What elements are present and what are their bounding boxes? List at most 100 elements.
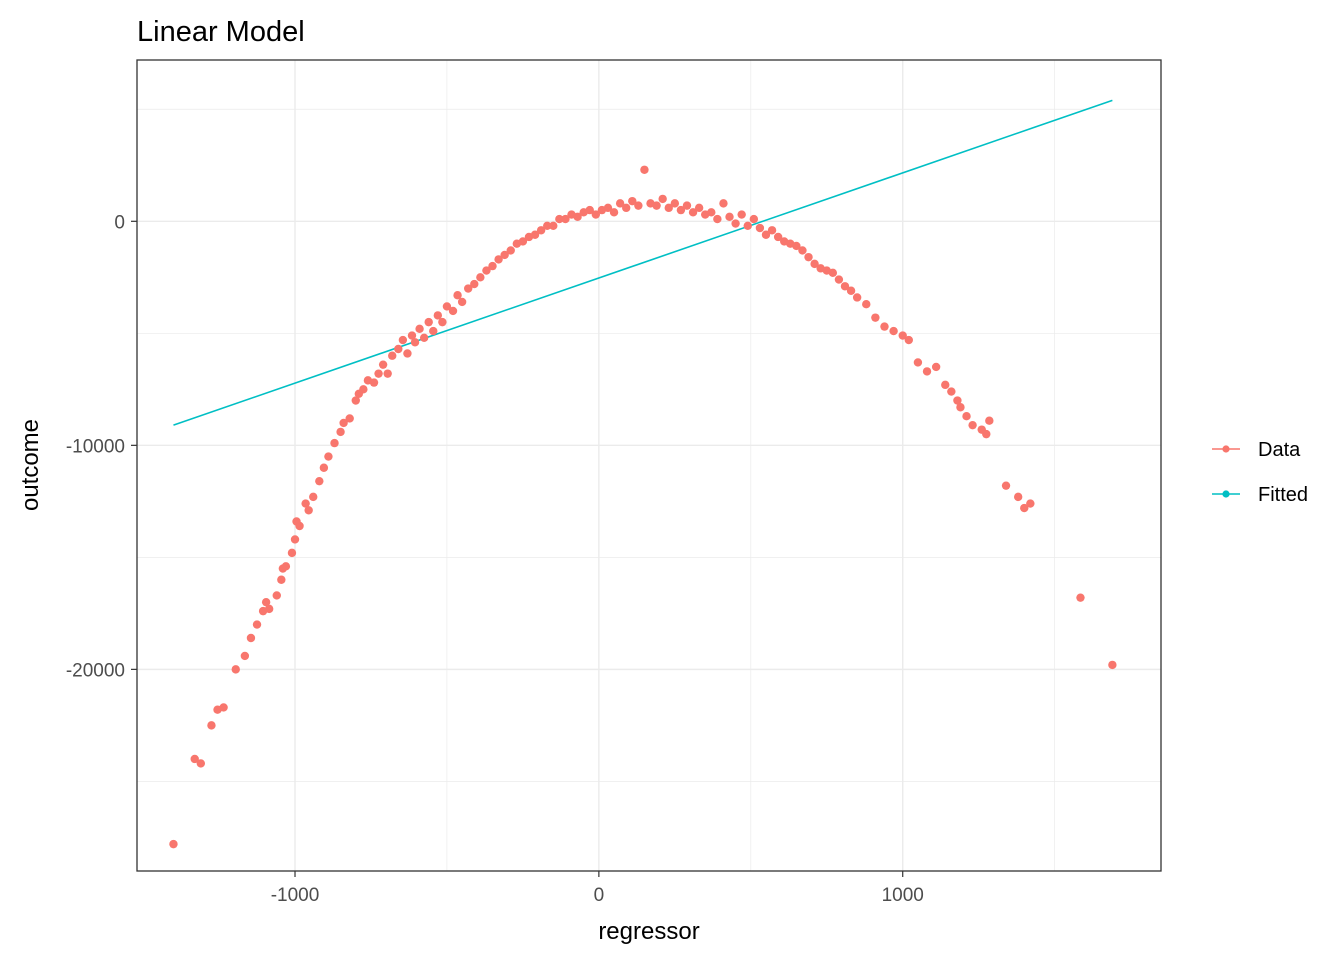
data-point (190, 754, 199, 764)
data-point (603, 203, 613, 213)
data-point (743, 221, 752, 230)
data-point (862, 299, 871, 309)
data-point (561, 214, 570, 224)
data-point (840, 282, 850, 291)
data-point (482, 266, 491, 275)
data-point (488, 261, 497, 271)
data-point (931, 362, 941, 372)
data-point (694, 203, 704, 213)
data-point (1001, 481, 1011, 490)
data-point (419, 333, 429, 343)
y-axis: -20000 -10000 0 (66, 212, 137, 681)
data-point (476, 273, 485, 282)
data-point (846, 286, 856, 295)
data-point (261, 597, 271, 607)
data-point (330, 438, 339, 448)
data-point (429, 326, 438, 336)
data-point (403, 349, 412, 358)
data-point (904, 335, 913, 345)
data-point (448, 306, 458, 316)
data-point (442, 302, 452, 311)
legend: Data Fitted (1212, 439, 1308, 506)
data-point (309, 492, 318, 502)
data-point (834, 275, 844, 284)
panel-border (136, 59, 1162, 872)
data-point (1026, 499, 1035, 508)
data-point (549, 221, 558, 230)
data-point (287, 548, 297, 558)
data-point (982, 429, 991, 439)
data-point (640, 165, 649, 174)
panel-background (137, 60, 1161, 871)
data-point (383, 369, 392, 378)
data-point (941, 380, 950, 390)
data-point (731, 219, 740, 228)
data-point (231, 665, 240, 674)
grid-minor (137, 60, 1161, 871)
data-point (947, 387, 956, 396)
data-point (518, 237, 528, 246)
data-point (719, 199, 728, 208)
data-point (240, 651, 250, 661)
data-point (315, 476, 324, 486)
data-point (410, 338, 420, 347)
data-point (755, 223, 765, 233)
data-point (1013, 492, 1023, 502)
data-point (304, 506, 313, 515)
data-point (339, 418, 348, 428)
data-point (378, 360, 388, 369)
data-point (252, 620, 262, 629)
data-point (773, 232, 783, 242)
data-point (628, 196, 637, 206)
data-point (398, 335, 408, 345)
data-point (749, 214, 759, 224)
data-point (272, 591, 281, 600)
data-point (295, 521, 304, 531)
y-tick-label: -10000 (66, 436, 125, 457)
data-point (494, 255, 503, 264)
data-point (290, 535, 300, 544)
data-point (585, 205, 594, 215)
data-point (676, 205, 686, 215)
data-point (464, 284, 473, 293)
data-point (407, 331, 417, 340)
data-point (688, 208, 698, 217)
y-tick-label: 0 (114, 212, 125, 233)
data-point (1020, 503, 1029, 513)
data-point (792, 241, 801, 251)
data-series (169, 165, 1117, 849)
y-axis-title: outcome (17, 419, 44, 511)
data-point (345, 414, 354, 423)
data-point (219, 703, 228, 712)
data-point (500, 250, 509, 260)
grid-major (137, 60, 1161, 871)
data-point (536, 226, 546, 235)
fitted-series (173, 99, 1113, 426)
data-point (424, 317, 433, 327)
y-tick-label: -20000 (66, 660, 125, 681)
data-point (319, 463, 329, 472)
data-point (658, 194, 667, 204)
data-point (301, 499, 310, 508)
data-point (828, 268, 838, 278)
data-point (968, 420, 977, 430)
legend-label-fitted: Fitted (1258, 484, 1308, 506)
data-point (506, 246, 515, 255)
data-point (609, 208, 619, 217)
data-point (880, 322, 889, 331)
legend-item-data: Data (1212, 439, 1301, 461)
plot-panel (136, 59, 1162, 872)
data-point (889, 326, 898, 336)
x-tick-label: 0 (594, 885, 605, 906)
data-point (246, 633, 256, 643)
data-point (169, 839, 178, 849)
data-point (433, 311, 443, 320)
x-tick-label: 1000 (882, 885, 924, 906)
data-point (713, 214, 722, 224)
data-point (530, 230, 540, 239)
data-point (956, 403, 965, 412)
data-point (615, 199, 625, 208)
data-point (985, 416, 994, 425)
data-point (634, 201, 643, 210)
data-point (670, 199, 680, 208)
